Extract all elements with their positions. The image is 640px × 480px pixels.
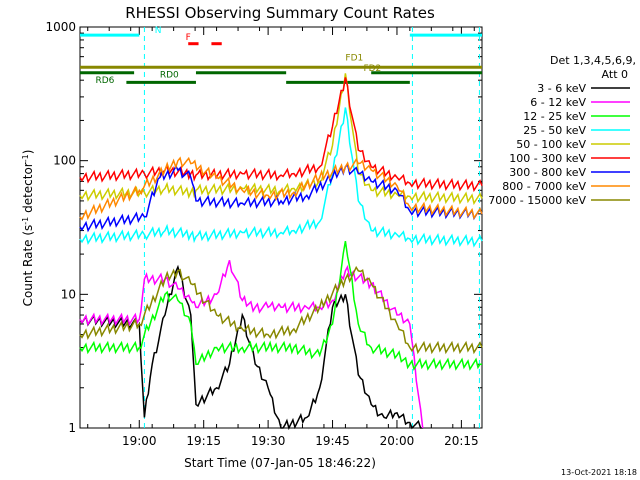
chart-title: RHESSI Observing Summary Count Rates <box>125 4 435 22</box>
legend-entry-label: 50 - 100 keV <box>516 138 586 151</box>
series <box>79 73 483 431</box>
series-line <box>79 156 483 221</box>
x-tick-label: 20:00 <box>380 434 415 448</box>
legend-header-line-2: Att 0 <box>602 68 628 81</box>
legend-entry-label: 800 - 7000 keV <box>502 180 586 193</box>
series-line <box>79 77 483 193</box>
x-tick-label: 19:30 <box>251 434 286 448</box>
x-tick-label: 19:15 <box>186 434 221 448</box>
series-line <box>79 265 483 355</box>
timestamp: 13-Oct-2021 18:18 <box>561 468 637 477</box>
annotation-label: FD2 <box>363 64 381 74</box>
x-axis: 19:00 19:15 19:30 19:45 20:00 20:15 <box>87 27 479 448</box>
x-tick-label: 19:45 <box>315 434 350 448</box>
y-tick-label: 1 <box>68 421 76 435</box>
annotation-label: RD0 <box>160 70 179 80</box>
legend-entry-label: 300 - 800 keV <box>509 166 586 179</box>
status-bars <box>80 33 482 84</box>
y-axis-label-sup-1: -1 <box>21 217 30 225</box>
series-line <box>79 163 483 233</box>
x-tick-label: 19:00 <box>122 434 157 448</box>
x-axis-label: Start Time (07-Jan-05 18:46:22) <box>184 456 376 470</box>
legend-entry-label: 3 - 6 keV <box>537 82 586 95</box>
series-line <box>79 240 482 371</box>
y-axis: 1 10 100 1000 <box>45 20 482 435</box>
x-tick-label: 20:15 <box>444 434 479 448</box>
legend-entry-label: 6 - 12 keV <box>530 96 586 109</box>
annotation-label: N <box>155 26 162 36</box>
y-tick-label: 100 <box>53 154 76 168</box>
annotation-label: RD6 <box>95 76 114 86</box>
legend-entry-label: 12 - 25 keV <box>523 110 586 123</box>
y-axis-label: Count Rate (s-1 detector-1) <box>21 150 35 307</box>
series-line <box>79 73 483 206</box>
annotation-label: F <box>186 33 191 43</box>
legend-entry-label: 7000 - 15000 keV <box>488 194 586 207</box>
legend-header-line-1: Det 1,3,4,5,6,9, <box>550 54 636 67</box>
y-tick-label: 10 <box>61 287 76 301</box>
y-axis-label-sup-2: -1 <box>21 154 30 162</box>
legend-entry-label: 100 - 300 keV <box>509 152 586 165</box>
legend-entry-label: 25 - 50 keV <box>523 124 586 137</box>
series-line <box>79 107 483 248</box>
annotation-label: FD1 <box>345 54 363 64</box>
y-tick-label: 1000 <box>45 20 76 34</box>
